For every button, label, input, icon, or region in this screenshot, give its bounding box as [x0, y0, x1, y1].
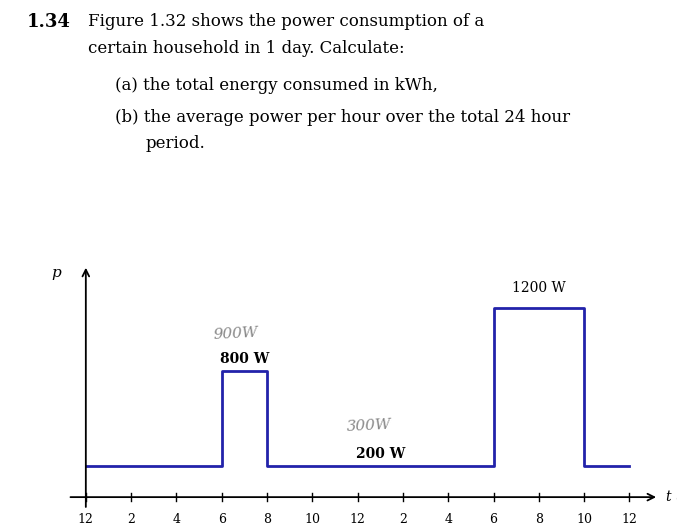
Text: 8: 8	[535, 513, 543, 526]
Text: 10: 10	[576, 513, 592, 526]
Text: 6: 6	[489, 513, 498, 526]
Text: 12: 12	[350, 513, 366, 526]
Text: 6: 6	[218, 513, 225, 526]
Text: Figure 1.32 shows the power consumption of a: Figure 1.32 shows the power consumption …	[88, 13, 484, 30]
Text: 800 W: 800 W	[220, 352, 269, 366]
Text: 300W: 300W	[346, 417, 392, 434]
Text: 1.34: 1.34	[27, 13, 71, 31]
Text: 1200 W: 1200 W	[512, 281, 566, 295]
Text: 10: 10	[305, 513, 320, 526]
Text: 900W: 900W	[213, 326, 258, 342]
Text: noon: noon	[342, 530, 373, 531]
Text: p: p	[51, 266, 61, 280]
Text: 4: 4	[444, 513, 452, 526]
Text: period.: period.	[146, 135, 205, 152]
Text: 4: 4	[173, 513, 181, 526]
Text: 2: 2	[127, 513, 135, 526]
Text: 8: 8	[263, 513, 271, 526]
Text: (b) the average power per hour over the total 24 hour: (b) the average power per hour over the …	[115, 109, 570, 126]
Text: 12: 12	[621, 513, 638, 526]
Text: 12: 12	[78, 513, 93, 526]
Text: certain household in 1 day. Calculate:: certain household in 1 day. Calculate:	[88, 40, 405, 57]
Text: 200 W: 200 W	[355, 447, 405, 461]
Text: (a) the total energy consumed in kWh,: (a) the total energy consumed in kWh,	[115, 77, 438, 94]
Text: t (h): t (h)	[665, 490, 677, 504]
Text: 2: 2	[399, 513, 407, 526]
